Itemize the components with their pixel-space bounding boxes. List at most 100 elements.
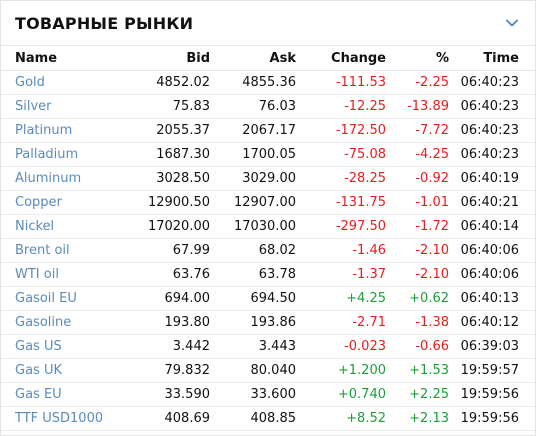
ask-cell: 63.78 [210, 262, 296, 287]
ask-cell: 694.50 [210, 286, 296, 311]
instrument-name-link[interactable]: Aluminum [1, 166, 102, 191]
time-cell: 19:59:57 [449, 358, 535, 383]
instrument-name-link[interactable]: Gas US [1, 334, 102, 359]
pct-change-cell: +2.25 [386, 382, 449, 407]
table-row[interactable]: Aluminum 3028.50 3029.00 -28.25 -0.92 06:40:1… [1, 166, 535, 191]
quotes-table: Name Bid Ask Change % Time Gold 4852.02 48… [1, 45, 535, 431]
column-header-time[interactable]: Time [449, 45, 535, 71]
chevron-down-icon[interactable] [505, 15, 519, 29]
change-cell: -28.25 [296, 166, 386, 191]
time-cell: 06:40:23 [449, 142, 535, 167]
instrument-name-link[interactable]: Gasoline [1, 310, 102, 335]
instrument-name-link[interactable]: Copper [1, 190, 102, 215]
change-cell: -131.75 [296, 190, 386, 215]
bid-cell: 67.99 [102, 238, 210, 263]
table-row[interactable]: Brent oil 67.99 68.02 -1.46 -2.10 06:40:06 [1, 238, 535, 263]
instrument-name-link[interactable]: TTF USD1000 [1, 406, 102, 431]
table-row[interactable]: Silver 75.83 76.03 -12.25 -13.89 06:40:23 [1, 94, 535, 119]
time-cell: 06:40:23 [449, 70, 535, 95]
ask-cell: 12907.00 [210, 190, 296, 215]
change-cell: +0.740 [296, 382, 386, 407]
time-cell: 06:39:03 [449, 334, 535, 359]
pct-change-cell: -1.01 [386, 190, 449, 215]
change-cell: -2.71 [296, 310, 386, 335]
instrument-name-link[interactable]: Gasoil EU [1, 286, 102, 311]
column-header-pct[interactable]: % [386, 45, 449, 71]
instrument-name-link[interactable]: Gas EU [1, 382, 102, 407]
time-cell: 06:40:19 [449, 166, 535, 191]
pct-change-cell: -1.72 [386, 214, 449, 239]
bid-cell: 63.76 [102, 262, 210, 287]
table-header-row: Name Bid Ask Change % Time [1, 45, 535, 71]
time-cell: 06:40:06 [449, 238, 535, 263]
ask-cell: 408.85 [210, 406, 296, 431]
column-header-name[interactable]: Name [1, 45, 102, 71]
table-row[interactable]: Copper 12900.50 12907.00 -131.75 -1.01 06:40:… [1, 190, 535, 215]
bid-cell: 694.00 [102, 286, 210, 311]
time-cell: 19:59:56 [449, 382, 535, 407]
ask-cell: 2067.17 [210, 118, 296, 143]
ask-cell: 76.03 [210, 94, 296, 119]
bid-cell: 2055.37 [102, 118, 210, 143]
pct-change-cell: -4.25 [386, 142, 449, 167]
bid-cell: 79.832 [102, 358, 210, 383]
bid-cell: 75.83 [102, 94, 210, 119]
table-row[interactable]: TTF USD1000 408.69 408.85 +8.52 +2.13 19:59:5… [1, 406, 535, 431]
time-cell: 06:40:14 [449, 214, 535, 239]
time-cell: 06:40:23 [449, 94, 535, 119]
column-header-bid[interactable]: Bid [102, 45, 210, 71]
pct-change-cell: -0.66 [386, 334, 449, 359]
ask-cell: 1700.05 [210, 142, 296, 167]
pct-change-cell: -7.72 [386, 118, 449, 143]
ask-cell: 193.86 [210, 310, 296, 335]
time-cell: 06:40:12 [449, 310, 535, 335]
table-row[interactable]: Gasoil EU 694.00 694.50 +4.25 +0.62 06:40:13 [1, 286, 535, 311]
pct-change-cell: -2.10 [386, 238, 449, 263]
change-cell: +1.200 [296, 358, 386, 383]
change-cell: +4.25 [296, 286, 386, 311]
table-row[interactable]: Gold 4852.02 4855.36 -111.53 -2.25 06:40:23 [1, 70, 535, 95]
change-cell: -1.37 [296, 262, 386, 287]
table-row[interactable]: Gas UK 79.832 80.040 +1.200 +1.53 19:59:57 [1, 358, 535, 383]
bid-cell: 3.442 [102, 334, 210, 359]
bid-cell: 408.69 [102, 406, 210, 431]
pct-change-cell: +0.62 [386, 286, 449, 311]
pct-change-cell: -13.89 [386, 94, 449, 119]
time-cell: 19:59:56 [449, 406, 535, 431]
table-row[interactable]: Palladium 1687.30 1700.05 -75.08 -4.25 06:40:… [1, 142, 535, 167]
table-row[interactable]: WTI oil 63.76 63.78 -1.37 -2.10 06:40:06 [1, 262, 535, 287]
widget-header: ТОВАРНЫЕ РЫНКИ [1, 1, 535, 45]
ask-cell: 3.443 [210, 334, 296, 359]
instrument-name-link[interactable]: Nickel [1, 214, 102, 239]
change-cell: -297.50 [296, 214, 386, 239]
instrument-name-link[interactable]: Brent oil [1, 238, 102, 263]
bid-cell: 12900.50 [102, 190, 210, 215]
instrument-name-link[interactable]: Platinum [1, 118, 102, 143]
time-cell: 06:40:06 [449, 262, 535, 287]
instrument-name-link[interactable]: Silver [1, 94, 102, 119]
instrument-name-link[interactable]: Gold [1, 70, 102, 95]
time-cell: 06:40:21 [449, 190, 535, 215]
bid-cell: 193.80 [102, 310, 210, 335]
table-row[interactable]: Platinum 2055.37 2067.17 -172.50 -7.72 06:40:… [1, 118, 535, 143]
ask-cell: 33.600 [210, 382, 296, 407]
instrument-name-link[interactable]: Palladium [1, 142, 102, 167]
column-header-change[interactable]: Change [296, 45, 386, 71]
instrument-name-link[interactable]: WTI oil [1, 262, 102, 287]
bid-cell: 1687.30 [102, 142, 210, 167]
ask-cell: 17030.00 [210, 214, 296, 239]
column-header-ask[interactable]: Ask [210, 45, 296, 71]
table-row[interactable]: Gasoline 193.80 193.86 -2.71 -1.38 06:40:12 [1, 310, 535, 335]
widget-title: ТОВАРНЫЕ РЫНКИ [15, 13, 194, 33]
instrument-name-link[interactable]: Gas UK [1, 358, 102, 383]
table-row[interactable]: Nickel 17020.00 17030.00 -297.50 -1.72 06:40:… [1, 214, 535, 239]
pct-change-cell: +1.53 [386, 358, 449, 383]
change-cell: -75.08 [296, 142, 386, 167]
change-cell: +8.52 [296, 406, 386, 431]
ask-cell: 68.02 [210, 238, 296, 263]
table-row[interactable]: Gas EU 33.590 33.600 +0.740 +2.25 19:59:56 [1, 382, 535, 407]
change-cell: -1.46 [296, 238, 386, 263]
table-row[interactable]: Gas US 3.442 3.443 -0.023 -0.66 06:39:03 [1, 334, 535, 359]
pct-change-cell: -2.25 [386, 70, 449, 95]
ask-cell: 4855.36 [210, 70, 296, 95]
